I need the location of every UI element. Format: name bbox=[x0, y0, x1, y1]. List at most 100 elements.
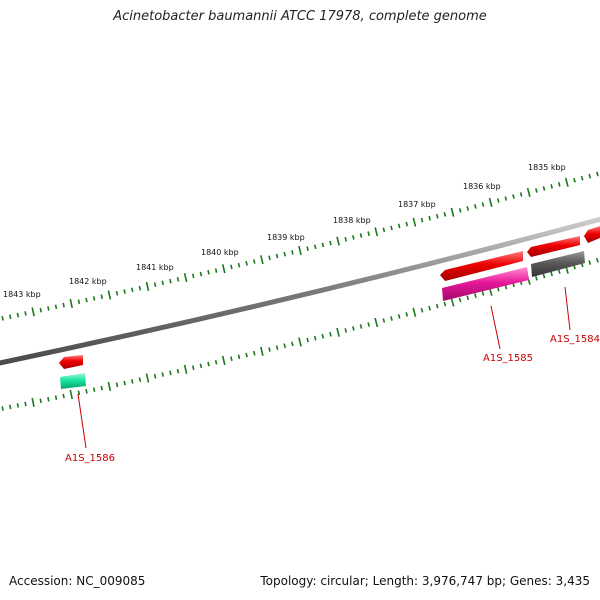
outer-ruler-tick bbox=[291, 250, 294, 255]
inner-ruler-tick bbox=[367, 322, 370, 327]
outer-ruler-tick bbox=[450, 207, 455, 217]
inner-ruler-tick bbox=[390, 316, 393, 321]
inner-ruler-tick bbox=[397, 314, 401, 319]
gene-label-a1s-1585[interactable]: A1S_1585 bbox=[483, 353, 533, 364]
outer-ruler-tick bbox=[352, 235, 355, 240]
outer-ruler-tick bbox=[77, 299, 81, 305]
outer-ruler-tick bbox=[519, 192, 523, 197]
inner-ruler-tick bbox=[260, 346, 264, 356]
ruler-label-1839: 1839 kbp bbox=[267, 233, 305, 242]
outer-ruler-tick bbox=[390, 225, 393, 231]
ruler-label-1837: 1837 kbp bbox=[398, 200, 436, 209]
gene-box-a1s-1585[interactable] bbox=[442, 267, 529, 301]
inner-ruler-tick bbox=[115, 382, 119, 388]
inner-ruler-tick bbox=[359, 324, 363, 329]
map-title: Acinetobacter baumannii ATCC 17978, comp… bbox=[113, 9, 487, 24]
inner-ruler-tick bbox=[161, 372, 164, 377]
outer-ruler-tick bbox=[580, 175, 584, 181]
inner-ruler-tick bbox=[588, 260, 592, 265]
inner-ruler-tick bbox=[268, 347, 271, 352]
gene-label-a1s-1584[interactable]: A1S_1584 bbox=[550, 334, 600, 345]
inner-ruler-tick bbox=[192, 365, 195, 370]
outer-ruler-tick bbox=[115, 290, 119, 296]
gene-box-a1s-1586[interactable] bbox=[60, 373, 86, 389]
outer-ruler-tick bbox=[207, 270, 210, 275]
ruler-label-1841: 1841 kbp bbox=[136, 263, 174, 272]
outer-ruler-tick bbox=[260, 255, 264, 265]
outer-ruler-tick bbox=[100, 294, 103, 299]
inner-ruler-tick bbox=[230, 356, 233, 361]
outer-ruler-tick bbox=[412, 217, 417, 227]
inner-ruler-tick bbox=[291, 341, 294, 347]
inner-ruler-tick bbox=[352, 326, 355, 331]
outer-ruler-tick bbox=[588, 173, 592, 179]
outer-ruler-tick bbox=[420, 217, 424, 223]
inner-ruler-tick bbox=[450, 297, 455, 307]
forward-genes bbox=[59, 226, 600, 369]
inner-ruler-tick bbox=[557, 269, 561, 274]
gene-arrow-forward-2[interactable] bbox=[440, 251, 523, 281]
inner-ruler-tick bbox=[221, 355, 226, 366]
inner-ruler-tick bbox=[412, 307, 417, 317]
ruler-label-1842: 1842 kbp bbox=[69, 277, 107, 286]
inner-ruler-tick bbox=[321, 333, 325, 339]
outer-ruler-tick bbox=[275, 253, 279, 259]
outer-ruler-tick bbox=[199, 271, 203, 277]
outer-ruler-tick bbox=[47, 306, 50, 311]
outer-ruler-tick bbox=[313, 244, 317, 250]
genome-backbone bbox=[0, 216, 600, 366]
inner-ruler-tick bbox=[595, 257, 599, 263]
outer-ruler-tick bbox=[466, 206, 470, 211]
inner-ruler-tick bbox=[54, 395, 58, 400]
inner-ruler-tick bbox=[85, 388, 88, 394]
outer-ruler-tick bbox=[428, 215, 431, 221]
gene-arrow-forward-3[interactable] bbox=[59, 355, 83, 369]
inner-ruler-tick bbox=[131, 379, 134, 384]
outer-ruler-tick bbox=[283, 251, 287, 257]
outer-ruler-tick bbox=[344, 236, 348, 242]
outer-ruler-tick bbox=[458, 208, 462, 213]
outer-ruler-tick bbox=[504, 196, 508, 201]
inner-ruler-tick bbox=[69, 389, 73, 400]
gene-arrow-forward-1[interactable] bbox=[527, 236, 580, 257]
outer-ruler-tick bbox=[245, 261, 248, 266]
genome-summary-text: Topology: circular; Length: 3,976,747 bp… bbox=[260, 574, 590, 588]
outer-ruler-tick bbox=[382, 227, 386, 233]
gene-box-a1s-1584[interactable] bbox=[531, 251, 585, 277]
outer-ruler-tick bbox=[237, 262, 241, 268]
ruler-label-1838: 1838 kbp bbox=[333, 216, 371, 225]
inner-ruler-tick bbox=[275, 345, 279, 350]
inner-ruler-tick bbox=[245, 352, 248, 358]
ruler-labels: 1835 kbp 1836 kbp 1837 kbp 1838 kbp 1839… bbox=[3, 163, 566, 299]
gene-label-a1s-1586[interactable]: A1S_1586 bbox=[65, 453, 115, 464]
inner-ruler-tick bbox=[550, 271, 553, 277]
outer-ruler-tick bbox=[306, 246, 309, 251]
inner-ruler-tick bbox=[100, 385, 103, 391]
gene-arrow-forward-right-edge[interactable] bbox=[584, 226, 600, 243]
outer-ruler-tick bbox=[481, 202, 485, 207]
outer-ruler-tick bbox=[214, 268, 218, 273]
inner-ruler-tick bbox=[474, 293, 477, 299]
outer-ruler-tick bbox=[131, 287, 134, 293]
ruler-label-1843: 1843 kbp bbox=[3, 290, 41, 299]
inner-ruler-tick bbox=[24, 401, 27, 407]
inner-ruler-tick bbox=[39, 398, 42, 404]
reverse-genes bbox=[60, 251, 585, 389]
inner-ruler-tick bbox=[443, 301, 447, 307]
outer-ruler-tick bbox=[1, 316, 4, 321]
outer-ruler-tick bbox=[176, 277, 180, 282]
inner-ruler-tick bbox=[31, 397, 35, 407]
inner-ruler-tick bbox=[207, 361, 210, 367]
outer-ruler-tick bbox=[405, 221, 409, 227]
inner-ruler-tick bbox=[496, 286, 500, 292]
inner-ruler-tick bbox=[428, 305, 431, 311]
outer-ruler-tick bbox=[268, 255, 271, 261]
outer-ruler-tick bbox=[123, 289, 126, 294]
outer-ruler-tick bbox=[85, 297, 88, 303]
outer-ruler-tick bbox=[557, 182, 561, 187]
inner-ruler-tick bbox=[313, 335, 317, 341]
inner-ruler-tick bbox=[153, 373, 157, 379]
outer-ruler-tick bbox=[573, 177, 576, 183]
